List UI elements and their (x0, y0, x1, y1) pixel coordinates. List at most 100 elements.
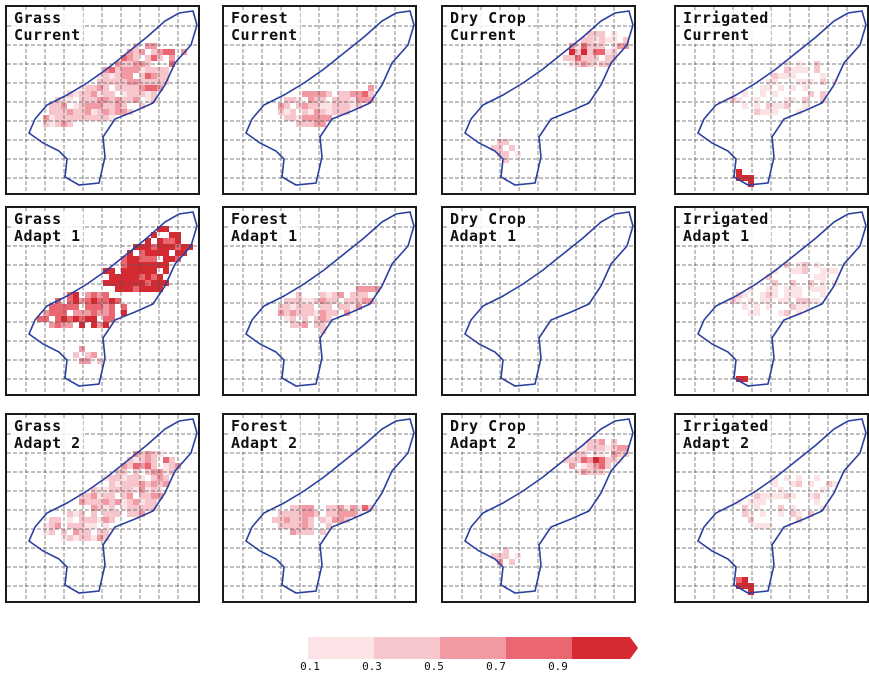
heat-cell (784, 292, 790, 298)
heat-cell (308, 109, 314, 115)
heat-cell (778, 103, 784, 109)
heat-cell (356, 91, 362, 97)
heat-cell (344, 109, 350, 115)
heat-cell (314, 316, 320, 322)
heat-cell (362, 505, 368, 511)
heat-cell (575, 55, 581, 61)
heat-cell (338, 97, 344, 103)
heat-cell (296, 304, 302, 310)
panel-forest-adapt2: Forest Adapt 2 (222, 413, 417, 603)
heat-cell (157, 244, 163, 250)
heat-cell (569, 463, 575, 469)
heat-cell (91, 304, 97, 310)
heat-cell (97, 97, 103, 103)
heat-cell (587, 463, 593, 469)
heat-cell (581, 43, 587, 49)
heat-cell (103, 292, 109, 298)
heat-cell (326, 523, 332, 529)
heat-cell (97, 529, 103, 535)
heat-cell (151, 67, 157, 73)
heat-cell (808, 481, 814, 487)
heat-cell (617, 43, 623, 49)
heat-cell (121, 505, 127, 511)
panel-title-line1: Grass (14, 210, 62, 228)
heat-cell (145, 457, 151, 463)
colorbar-segment (440, 637, 506, 659)
heat-cell (368, 97, 374, 103)
heat-cell (344, 310, 350, 316)
heat-cell (290, 109, 296, 115)
heat-cell (91, 505, 97, 511)
colorbar-segment (506, 637, 572, 659)
basin-outline (245, 211, 415, 387)
heat-cell (587, 49, 593, 55)
heat-cell (599, 451, 605, 457)
heat-cell (326, 505, 332, 511)
heat-cell (97, 292, 103, 298)
heat-cell (362, 292, 368, 298)
heat-cell (338, 103, 344, 109)
heat-cell (290, 316, 296, 322)
map-grass-current (7, 7, 198, 193)
heat-cell (802, 304, 808, 310)
colorbar-segment (572, 637, 630, 659)
heat-cell (766, 109, 772, 115)
heat-cell (302, 316, 308, 322)
heat-cell (587, 55, 593, 61)
heat-cell (302, 298, 308, 304)
heat-cell (820, 274, 826, 280)
heat-cell (302, 511, 308, 517)
heat-cell (302, 505, 308, 511)
heat-cell (55, 517, 61, 523)
heat-cell (151, 256, 157, 262)
heat-cell (115, 487, 121, 493)
heat-cell (103, 115, 109, 121)
heat-cell (617, 445, 623, 451)
heat-cell (85, 292, 91, 298)
heat-cell (139, 493, 145, 499)
heat-cell (79, 115, 85, 121)
heat-cell (145, 499, 151, 505)
heat-cell (772, 481, 778, 487)
heat-cell (284, 115, 290, 121)
heat-cell (43, 316, 49, 322)
heat-cell (79, 346, 85, 352)
heat-cell (157, 85, 163, 91)
heat-cell (748, 511, 754, 517)
heat-cell (290, 304, 296, 310)
heat-cell (151, 481, 157, 487)
heat-cell (760, 499, 766, 505)
heat-cell (368, 298, 374, 304)
heat-cell (790, 280, 796, 286)
heat-cell (766, 304, 772, 310)
heat-cell (766, 298, 772, 304)
heat-cell (569, 55, 575, 61)
heat-cell (742, 304, 748, 310)
heat-cell (67, 517, 73, 523)
heat-cell (350, 511, 356, 517)
heat-cell (796, 268, 802, 274)
heat-cell (103, 529, 109, 535)
heat-cell (133, 67, 139, 73)
colorbar-extend-arrow (630, 637, 638, 659)
heat-cell (127, 286, 133, 292)
heat-cell (145, 238, 151, 244)
heat-cell (802, 85, 808, 91)
map-drycrop-current (443, 7, 634, 193)
heat-cell (362, 97, 368, 103)
heat-cell (742, 577, 748, 583)
heat-cell (338, 91, 344, 97)
heat-cell (760, 298, 766, 304)
heat-cell (766, 493, 772, 499)
heat-cell (133, 97, 139, 103)
heat-cell (820, 286, 826, 292)
heat-cell (133, 286, 139, 292)
heat-cell (103, 91, 109, 97)
heat-cell (296, 97, 302, 103)
heat-cell (85, 85, 91, 91)
heat-cell (784, 493, 790, 499)
heat-cell (85, 535, 91, 541)
heat-cell (157, 55, 163, 61)
heat-cell (109, 91, 115, 97)
heat-cell (145, 67, 151, 73)
